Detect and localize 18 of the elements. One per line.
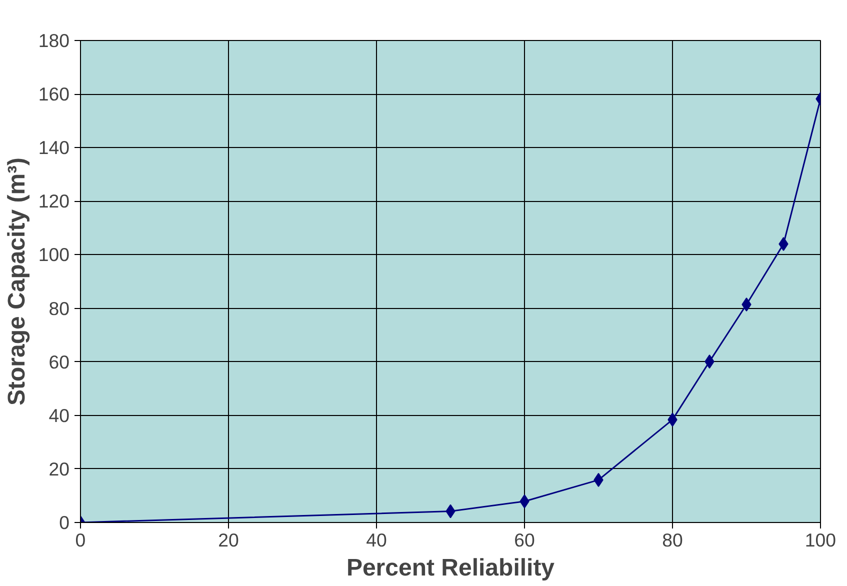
x-tick-label: 60 [514,530,535,550]
y-tick-label: 40 [48,404,70,426]
x-axis-title: Percent Reliability [346,554,556,582]
y-tick-label: 100 [38,244,70,266]
y-tick-label: 60 [48,351,70,372]
y-axis-title: Storage Capacity (m³) [3,157,30,406]
y-tick-label: 0 [59,512,70,533]
y-tick-label: 180 [38,30,70,51]
y-tick-label: 120 [38,190,70,212]
y-tick-label: 140 [38,137,70,158]
y-tick-label: 20 [48,458,70,480]
y-tick-label: 160 [38,84,70,105]
y-tick-label: 80 [48,298,70,319]
x-tick-label: 0 [75,530,86,550]
x-tick-label: 100 [804,530,836,550]
x-tick-label: 80 [662,530,683,550]
x-tick-label: 20 [218,530,239,550]
x-tick-label: 40 [366,530,387,550]
